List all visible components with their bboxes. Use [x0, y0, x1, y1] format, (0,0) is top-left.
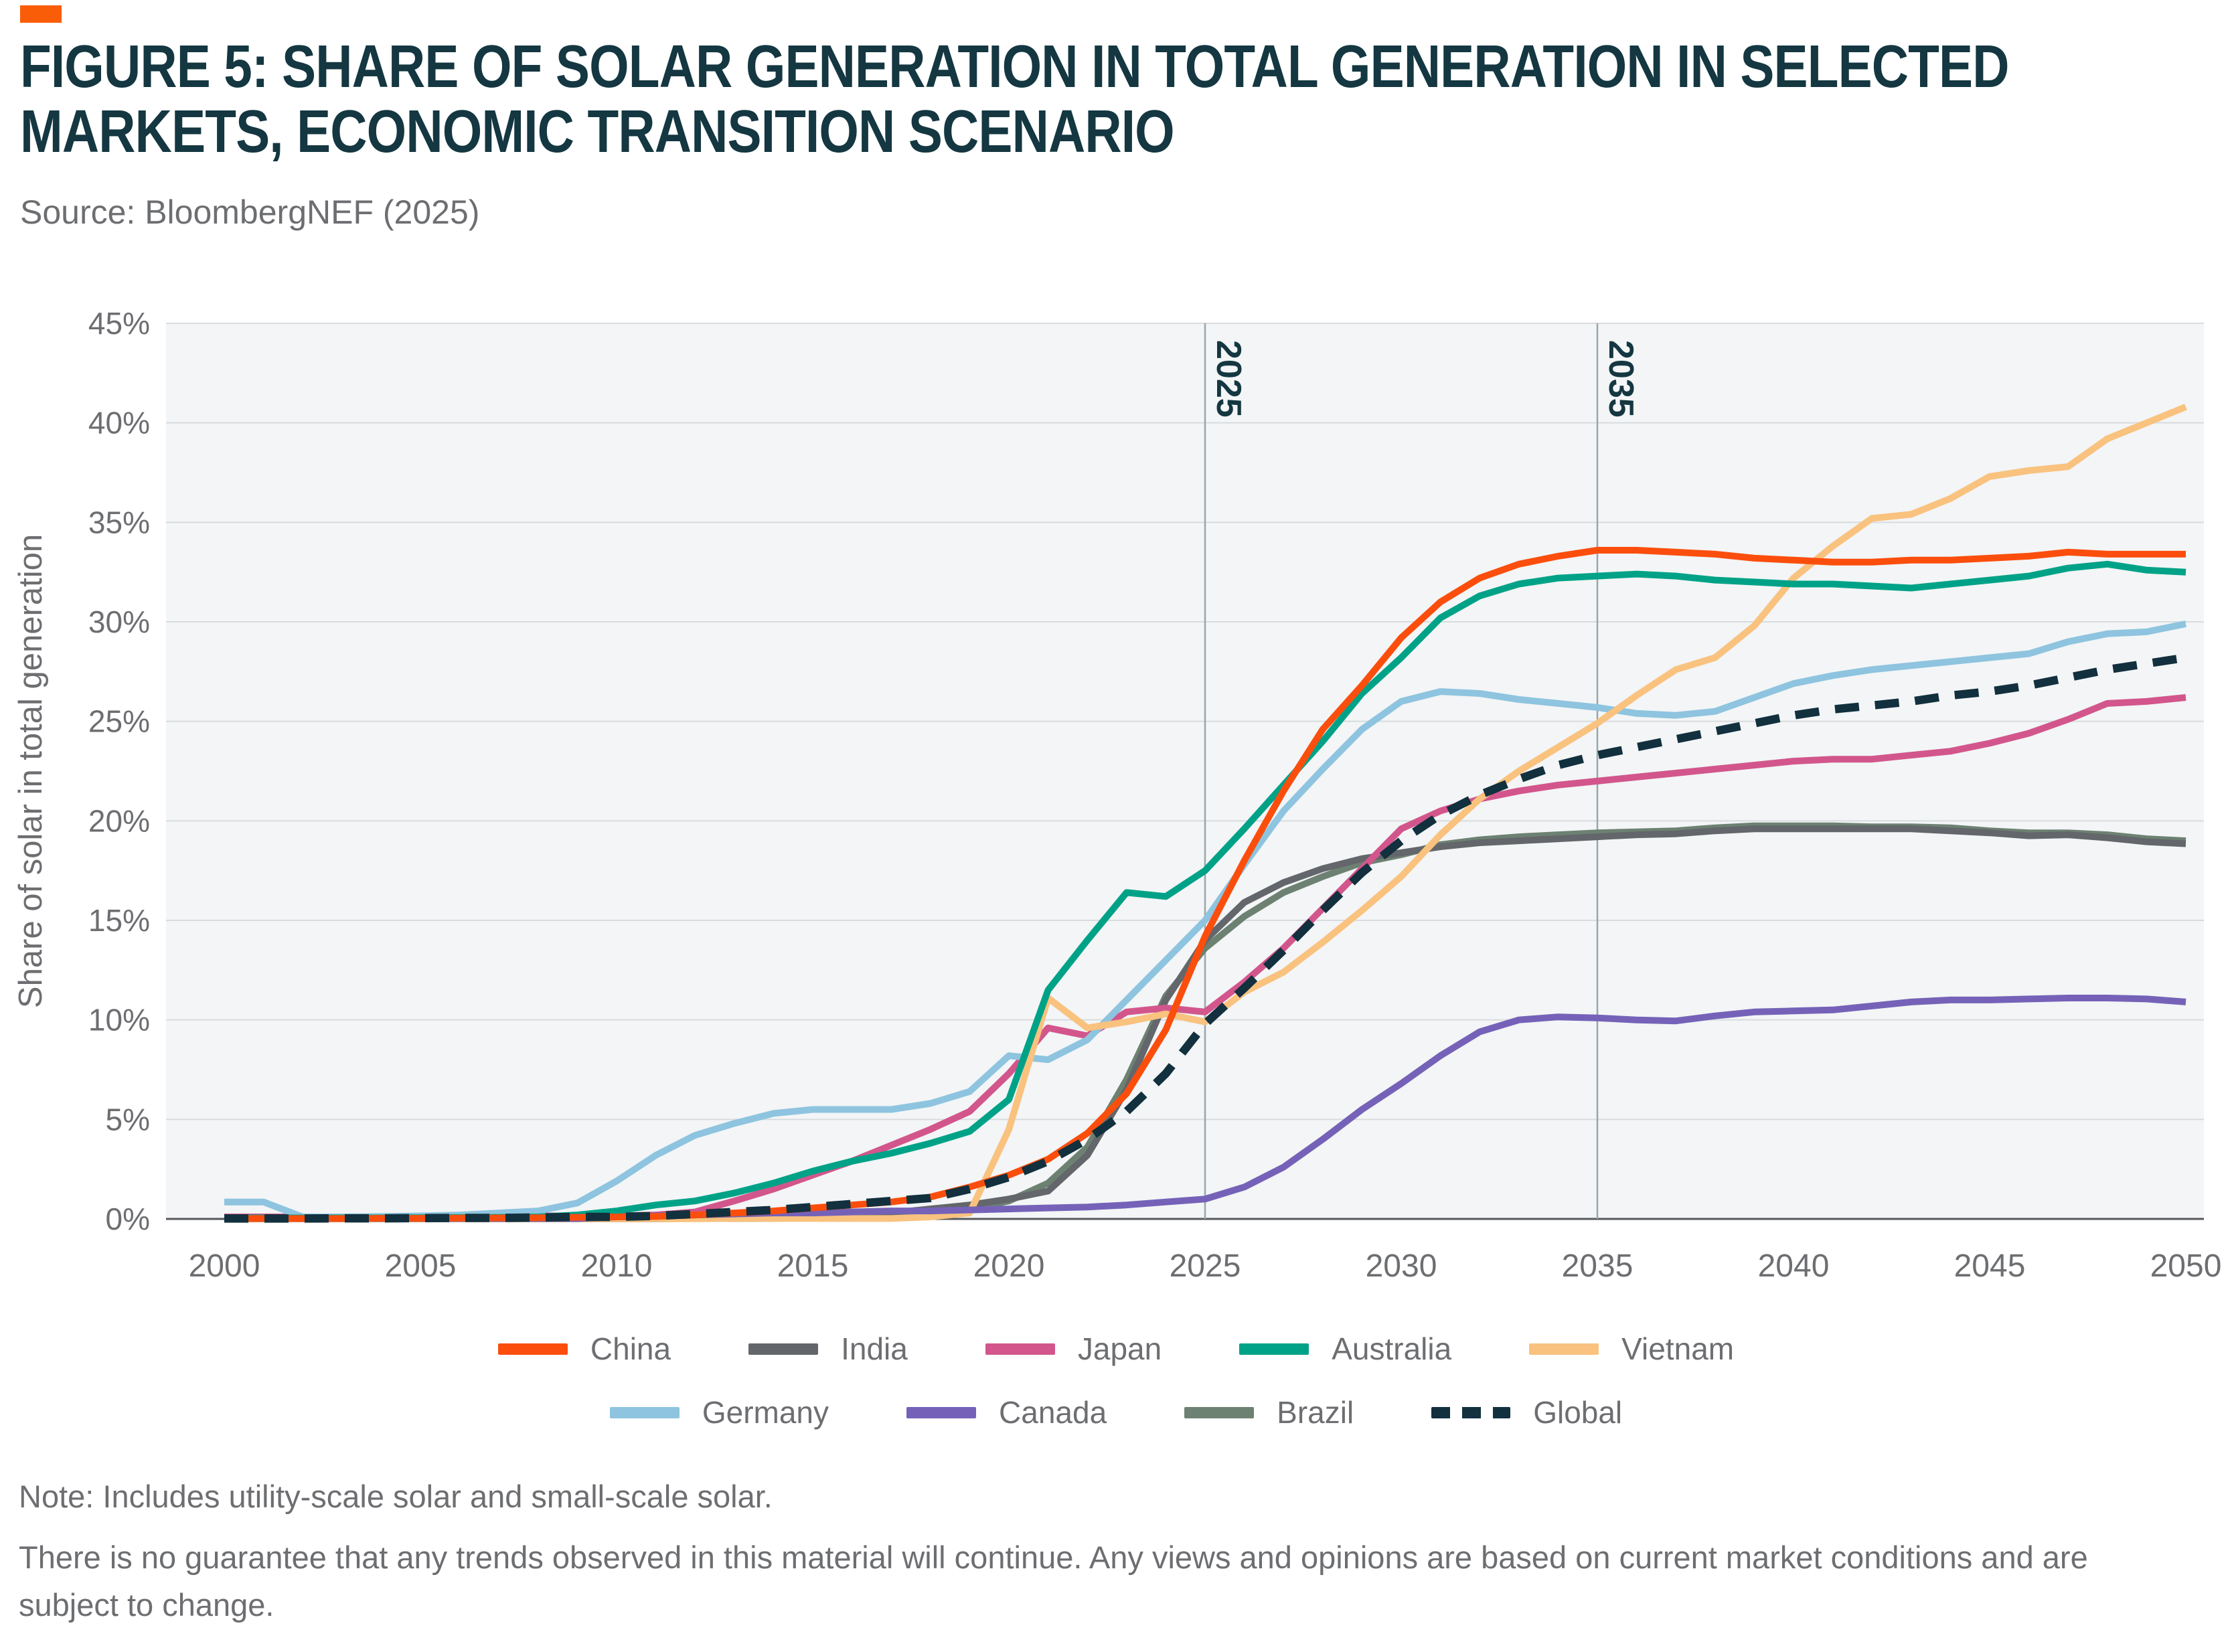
x-tick-label: 2020 [973, 1248, 1045, 1284]
accent-bar [20, 5, 62, 23]
legend-label-china: China [590, 1331, 671, 1366]
y-tick-label: 20% [88, 803, 150, 838]
legend-swatch-global [1431, 1406, 1511, 1418]
x-tick-label: 2005 [385, 1248, 457, 1284]
y-tick-label: 10% [88, 1003, 150, 1038]
y-tick-label: 0% [106, 1202, 150, 1236]
x-tick-label: 2030 [1366, 1248, 1437, 1284]
series-line-germany [224, 621, 2186, 1220]
figure-title-line2: MARKETS, ECONOMIC TRANSITION SCENARIO [20, 98, 1175, 166]
x-tick-label: 2045 [1954, 1248, 2026, 1284]
legend-item-japan: Japan [985, 1331, 1162, 1367]
legend-swatch-germany [609, 1406, 680, 1418]
marker-label-2025: 2025 [1209, 340, 1248, 418]
figure-title: FIGURE 5: SHARE OF SOLAR GENERATION IN T… [20, 33, 2009, 166]
legend-label-india: India [841, 1331, 908, 1366]
y-tick-label: 5% [106, 1102, 150, 1137]
legend-label-australia: Australia [1332, 1331, 1452, 1366]
y-tick-label: 45% [88, 306, 150, 341]
note-scope: Note: Includes utility-scale solar and s… [19, 1479, 773, 1514]
legend-item-global: Global [1431, 1394, 1622, 1430]
y-tick-label: 15% [88, 903, 150, 938]
x-tick-label: 2015 [777, 1248, 849, 1284]
figure-title-line1: FIGURE 5: SHARE OF SOLAR GENERATION IN T… [20, 33, 2009, 100]
legend-swatch-china [497, 1343, 568, 1355]
x-tick-label: 2040 [1758, 1248, 1830, 1284]
legend-item-india: India [748, 1331, 908, 1367]
y-tick-label: 40% [88, 406, 150, 440]
note-disclaimer: There is no guarantee that any trends ob… [19, 1540, 2088, 1623]
legend-swatch-australia [1239, 1343, 1309, 1355]
legend-swatch-brazil [1184, 1406, 1255, 1418]
y-tick-label: 35% [88, 505, 150, 540]
legend-item-china: China [497, 1331, 671, 1367]
marker-label-2035: 2035 [1601, 340, 1640, 418]
legend-row-2: Germany Canada Brazil Global [0, 1394, 2232, 1430]
legend-item-germany: Germany [609, 1394, 829, 1430]
plot-area [166, 323, 2204, 1219]
x-tick-label: 2010 [581, 1248, 653, 1284]
legend-label-vietnam: Vietnam [1621, 1331, 1735, 1366]
legend-label-brazil: Brazil [1277, 1395, 1354, 1430]
gridlines: 0% 5% 10% 15% 20% 25% 30% 35% 40% 45% 2000 2005 2010… [88, 306, 2221, 1284]
y-axis-title: Share of solar in total generation [13, 534, 49, 1008]
x-tick-label: 2050 [2150, 1248, 2222, 1284]
legend-item-canada: Canada [906, 1394, 1107, 1430]
legend-label-germany: Germany [702, 1395, 829, 1430]
x-tick-label: 2000 [189, 1248, 260, 1284]
legend-swatch-canada [906, 1406, 977, 1418]
series-line-global [224, 653, 2186, 1223]
legend-row-1: China India Japan Australia Vietnam [0, 1331, 2232, 1367]
solar-share-line-chart: 0% 5% 10% 15% 20% 25% 30% 35% 40% 45% 2000 2005 2010… [13, 306, 2221, 1284]
legend-swatch-india [748, 1343, 819, 1355]
legend-item-australia: Australia [1239, 1331, 1451, 1367]
legend-swatch-vietnam [1529, 1343, 1599, 1355]
x-tick-label: 2035 [1562, 1248, 1633, 1284]
y-tick-label: 25% [88, 704, 150, 739]
legend-label-global: Global [1533, 1395, 1623, 1430]
x-tick-label: 2025 [1170, 1248, 1241, 1284]
legend-swatch-japan [985, 1343, 1055, 1355]
source-text: Source: BloombergNEF (2025) [20, 193, 480, 231]
legend-label-canada: Canada [999, 1395, 1107, 1430]
y-tick-label: 30% [88, 604, 150, 639]
legend-label-japan: Japan [1077, 1331, 1162, 1366]
legend-item-vietnam: Vietnam [1529, 1331, 1734, 1367]
legend-item-brazil: Brazil [1184, 1394, 1354, 1430]
